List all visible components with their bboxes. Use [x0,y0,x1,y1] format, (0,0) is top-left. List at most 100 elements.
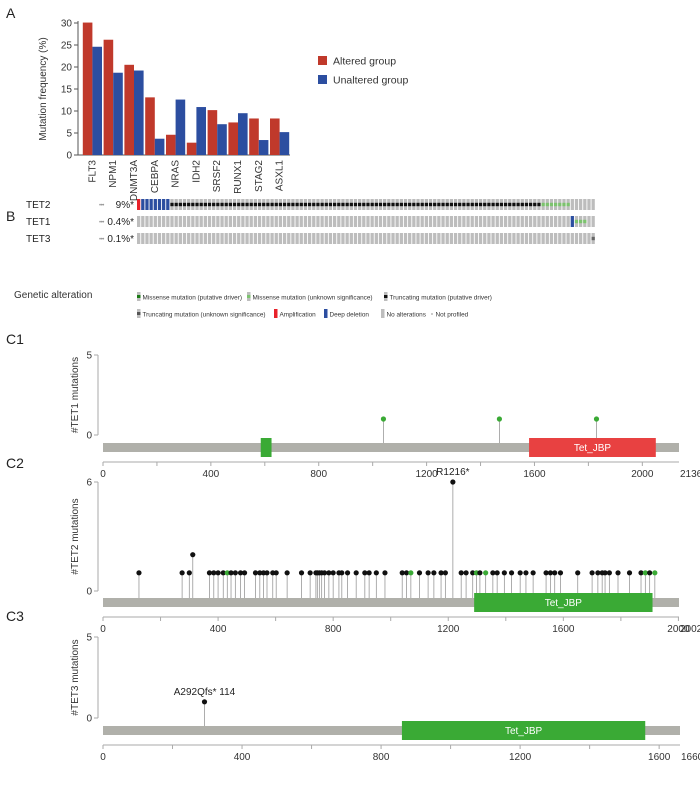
sample-cell [503,216,508,227]
truncating-mark [528,202,533,207]
sample-cell [182,216,187,227]
sample-cell [433,216,437,227]
bar-unaltered-srsf2 [217,124,227,155]
sample-cell [378,216,383,227]
sample-cell [137,233,141,244]
mutation-truncating-1310 [477,570,483,576]
truncating-mark [241,202,245,207]
mutation-truncating-1285 [470,570,476,576]
oncoprint-b: TET2 9%* TET1 0.4%* TET3 0.1%* Genetic alterat… [14,199,595,319]
sample-cell [274,216,278,227]
mutation-truncating-800 [330,570,336,576]
gene-label: TET1 [26,217,51,228]
legend-swatch-inner [137,312,141,315]
mutation-truncating-1870 [638,570,644,576]
legend-label: Missense mutation (putative driver) [143,295,242,302]
sample-cell [257,216,262,227]
truncating-mark [370,202,374,207]
bar-altered-dnmt3a [124,64,134,155]
truncating-mark [316,202,320,207]
sample-cell [474,233,479,244]
sample-cell [245,233,249,244]
x-tick-label: 800 [325,624,342,635]
mutation-truncating-770 [321,570,328,576]
protein-backbone [103,443,679,452]
sample-cell [137,199,141,210]
truncating-mark [341,202,345,207]
panel-label-b: B [6,208,15,224]
sample-cell [349,216,353,227]
truncating-mark [228,202,233,207]
x-tick-label: 1600 [552,624,575,635]
truncating-mark [478,202,483,207]
sample-cell [278,233,283,244]
truncating-mark [207,202,212,207]
sample-cell [358,233,362,244]
legend-title: Genetic alteration [14,290,92,301]
sample-cell [587,233,591,244]
bar-unaltered-stag2 [258,140,269,155]
mutation-missense-1330 [483,570,489,576]
mutation-truncating-880 [353,570,359,576]
sample-cell [162,233,166,244]
sample-cell [445,216,449,227]
mutation-truncating-1420 [508,570,515,576]
sample-cell [287,216,291,227]
sample-cell [478,233,483,244]
x-tick-label: 400 [234,752,251,763]
sample-cell [207,233,212,244]
domain-label: Tet_JBP [545,598,583,609]
truncating-mark [441,202,445,207]
mutation-truncating-602 [273,570,279,576]
sample-cell [408,216,412,227]
truncating-mark [178,202,182,207]
truncating-mark [320,202,324,207]
sample-cell [149,233,153,244]
legend-label: Amplification [280,312,317,319]
sample-cell [416,216,420,227]
truncating-mark [274,202,278,207]
panel-label-c1: C1 [6,331,24,347]
mutation-truncating-1130 [425,570,431,576]
sample-cell [391,216,395,227]
mutation-truncating-1450 [517,570,523,576]
domain-label: Tet_JBP [505,726,543,737]
truncating-mark [524,202,529,207]
legend-label: No alterations [387,312,426,319]
sample-cell [558,233,562,244]
gene-frequency: 0.1%* [107,234,134,245]
sample-cell [458,216,462,227]
mutation-truncating-1745 [602,570,608,576]
sample-cell [516,233,520,244]
legend-a: Altered group Unaltered group [318,56,408,87]
sample-cell [533,233,537,244]
sample-cell [216,216,220,227]
sample-cell [449,216,454,227]
sample-cell [445,233,449,244]
mutation-missense-1070 [408,570,414,576]
truncating-mark [412,202,416,207]
truncating-mark [428,202,433,207]
gene-label: TET3 [26,234,51,245]
sample-cell [320,216,324,227]
sample-cell [316,216,320,227]
x-tick-label: 800 [310,469,327,480]
lollipop-c3: 0 5 #TET3 mutations Tet_JBP A292Qfs* 114 0 400… [70,633,700,764]
sample-cell [570,199,574,210]
bar-altered-asxl1 [270,118,280,155]
sample-cell [378,233,383,244]
bar-unaltered-runx1 [238,113,248,155]
sample-cell [145,199,149,210]
sample-cell [278,216,283,227]
sample-cell [491,216,495,227]
sample-cell [207,216,212,227]
truncating-mark [299,202,303,207]
sample-cell [312,233,316,244]
category-label: DNMT3A [129,160,140,201]
truncating-mark [462,202,466,207]
sample-cell [245,216,249,227]
x-tick-label: 2000 [667,624,690,635]
sample-cell [195,233,199,244]
y-tick-label: 20 [61,63,73,74]
legend-label: Truncating mutation (unknown significanc… [143,312,266,319]
